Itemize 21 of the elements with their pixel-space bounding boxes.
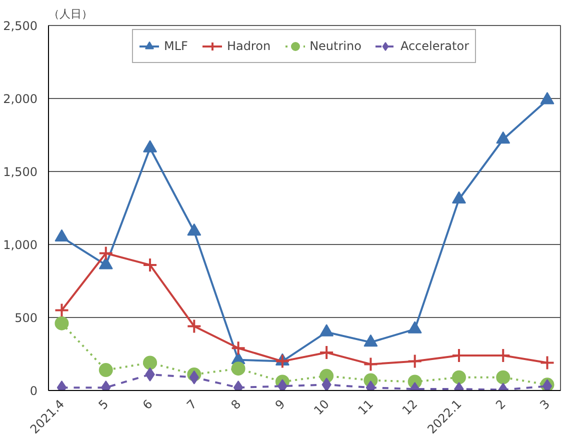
legend-label: Neutrino — [310, 39, 362, 53]
x-tick-label: 7 — [184, 396, 200, 412]
x-tick-label: 6 — [140, 396, 156, 412]
y-tick-label: 500 — [14, 311, 38, 325]
x-tick-label: 2 — [493, 396, 508, 412]
x-tick-label: 5 — [96, 396, 112, 412]
x-tick-label: 11 — [355, 396, 376, 418]
legend-label: MLF — [164, 39, 188, 53]
y-tick-label: 1,000 — [3, 238, 38, 252]
x-tick-label: 9 — [272, 396, 288, 412]
legend-label: Accelerator — [400, 39, 470, 53]
y-tick-label: 0 — [30, 384, 38, 398]
legend-label: Hadron — [226, 39, 271, 53]
y-tick-label: 2,500 — [3, 19, 38, 33]
y-tick-label: 1,500 — [3, 165, 38, 179]
y-axis-title: （人日） — [48, 8, 92, 20]
y-tick-label: 2,000 — [3, 92, 38, 106]
x-tick-label: 10 — [311, 396, 332, 418]
x-tick-label: 12 — [399, 396, 420, 418]
x-tick-label: 8 — [228, 396, 244, 412]
x-tick-label: 3 — [537, 396, 553, 412]
